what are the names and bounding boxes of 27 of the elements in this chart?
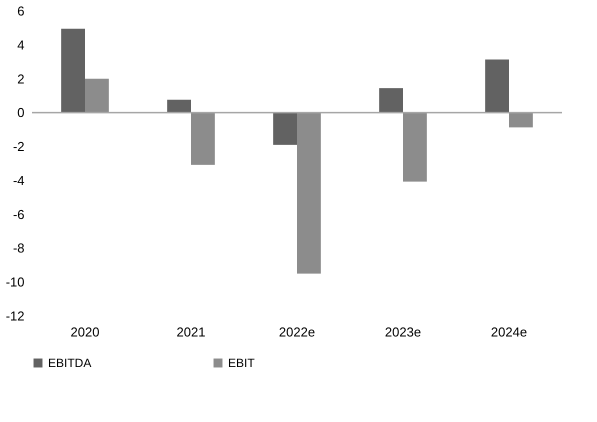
- y-tick-label: 0: [17, 105, 24, 120]
- bar: [191, 112, 215, 165]
- legend-label: EBIT: [228, 356, 256, 370]
- bar: [297, 112, 321, 274]
- bar: [85, 78, 109, 113]
- bar: [167, 100, 191, 113]
- bar: [485, 59, 509, 113]
- x-tick-label: 2023e: [384, 324, 422, 340]
- y-tick-label: -8: [12, 240, 24, 256]
- bar: [509, 112, 533, 128]
- x-tick-label: 2022e: [278, 324, 316, 340]
- y-tick-label: -12: [6, 308, 24, 324]
- x-tick-label: 2020: [70, 324, 100, 340]
- y-tick-label: 6: [17, 4, 24, 18]
- bar: [379, 88, 403, 113]
- x-tick-label: 2021: [176, 324, 206, 340]
- y-tick-label: 2: [17, 71, 24, 86]
- legend-label: EBITDA: [48, 356, 92, 370]
- bar: [61, 28, 85, 113]
- y-tick-label: -10: [6, 274, 24, 290]
- bar: [403, 112, 427, 182]
- y-tick-label: -6: [12, 206, 24, 222]
- y-tick-label: -2: [12, 139, 24, 154]
- x-tick-label: 2024e: [490, 324, 528, 340]
- y-tick-label: -4: [12, 172, 24, 188]
- bar: [273, 112, 297, 145]
- y-tick-label: 4: [17, 37, 24, 52]
